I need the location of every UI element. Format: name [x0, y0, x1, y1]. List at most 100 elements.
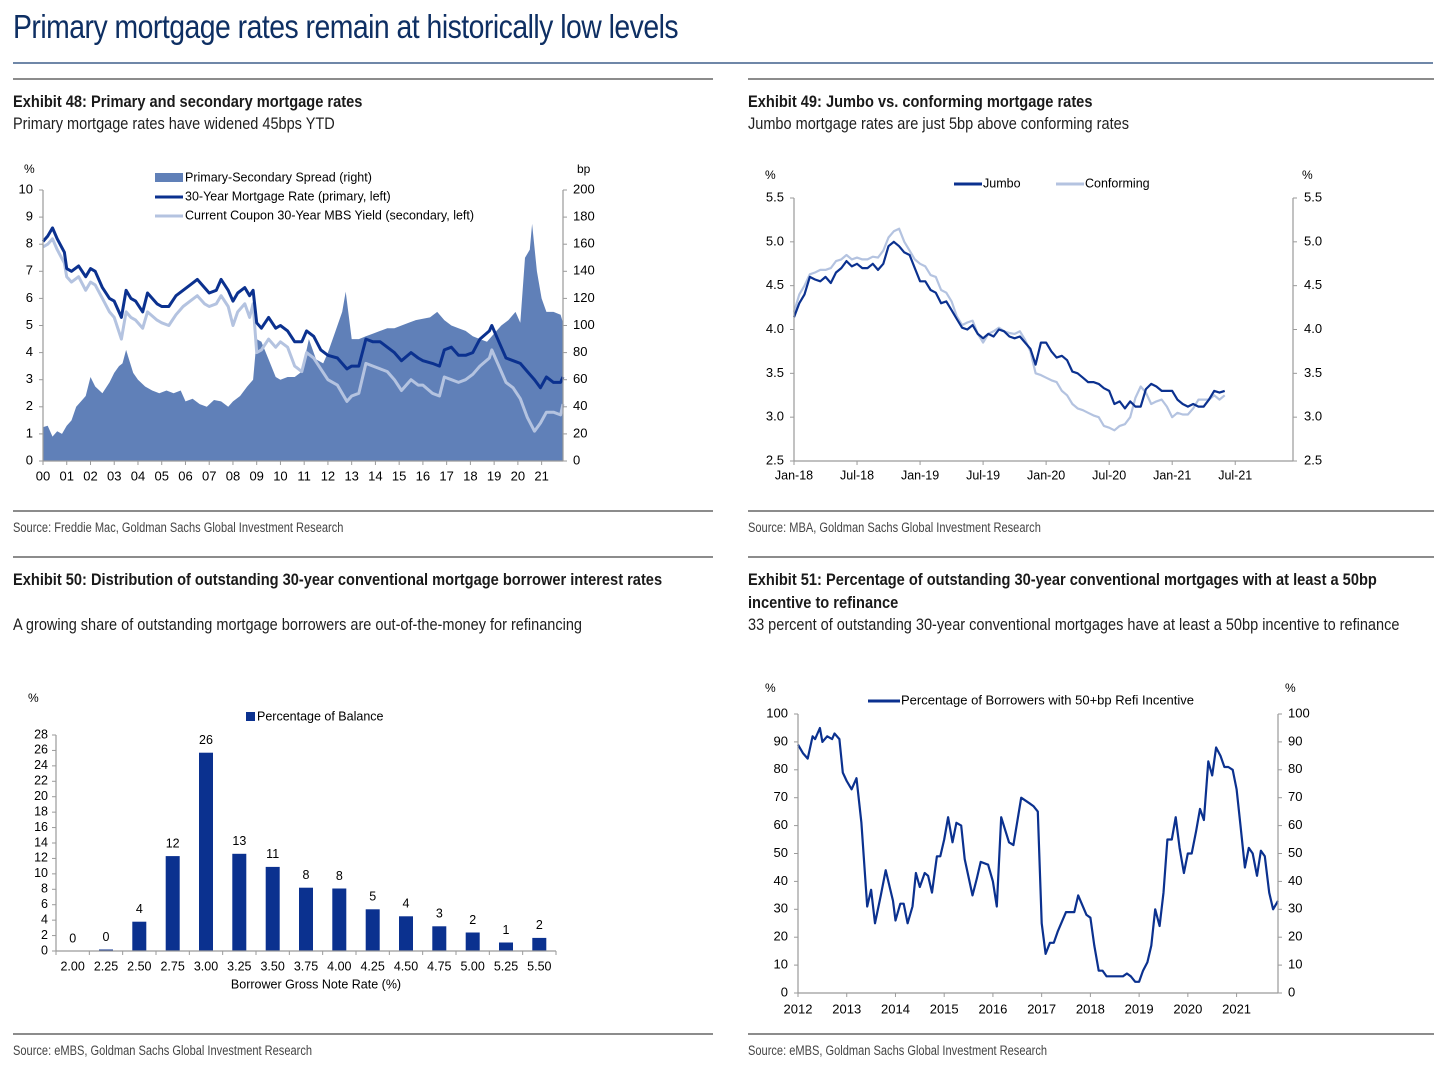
ex51-refi-incentive-line — [797, 726, 1279, 983]
ex50-x-tick-label: 5.25 — [494, 959, 518, 973]
ex48-x-tick-label: 11 — [297, 468, 311, 483]
ex50-bar — [399, 916, 413, 951]
panel-divider-ex50-bottom — [13, 1033, 713, 1035]
ex50-y-tick-label: 16 — [34, 820, 48, 834]
panel-divider-ex51-top — [748, 556, 1434, 558]
ex48-x-tick-label: 07 — [202, 468, 216, 483]
ex51-legend-label: Percentage of Borrowers with 50+bp Refi … — [901, 692, 1194, 707]
ex48-left-tick-label: 6 — [26, 290, 33, 305]
ex48-x-tick-label: 17 — [439, 468, 453, 483]
ex50-y-unit: % — [28, 691, 39, 705]
panel-divider-ex48-top — [13, 78, 713, 80]
ex50-x-tick-label: 3.75 — [294, 959, 318, 973]
ex51-left-tick-label: 50 — [774, 845, 788, 860]
ex51-left-tick-label: 60 — [774, 817, 788, 832]
ex51-left-tick-label: 80 — [774, 761, 788, 776]
ex50-bar — [165, 856, 180, 951]
ex49-legend-label-jumbo: Jumbo — [983, 176, 1021, 190]
ex48-left-tick-label: 9 — [26, 209, 33, 224]
ex48-legend-label-secondary: Current Coupon 30-Year MBS Yield (second… — [185, 208, 474, 222]
ex49-left-tick-label: 3.5 — [766, 365, 784, 380]
ex48-x-tick-label: 19 — [487, 468, 501, 483]
ex50-y-tick-label: 24 — [34, 758, 48, 772]
ex48-x-tick-label: 01 — [60, 468, 74, 483]
ex50-legend-label: Percentage of Balance — [257, 709, 384, 723]
ex49-right-tick-label: 5.0 — [1304, 233, 1322, 248]
ex51-left-tick-label: 40 — [774, 873, 788, 888]
ex51-x-tick-label: 2012 — [784, 1001, 813, 1016]
ex48-x-tick-label: 00 — [36, 468, 50, 483]
ex51-left-tick-label: 10 — [774, 957, 788, 972]
ex50-x-tick-label: 4.75 — [427, 959, 451, 973]
ex50-data-label: 2 — [536, 918, 543, 932]
ex48-right-tick-label: 100 — [573, 317, 595, 332]
ex50-x-tick-label: 2.00 — [60, 959, 84, 973]
ex48-left-tick-label: 0 — [26, 452, 33, 467]
ex51-left-tick-label: 20 — [774, 929, 788, 944]
ex50-data-label: 8 — [303, 868, 310, 882]
ex50-y-tick-label: 20 — [34, 789, 48, 803]
ex49-jumbo-line — [792, 240, 1226, 410]
ex48-legend-swatch-spread — [155, 173, 183, 182]
ex51-right-tick-label: 0 — [1288, 984, 1295, 999]
ex50-data-label: 12 — [166, 836, 180, 850]
ex50-x-tick-label: 5.50 — [527, 959, 551, 973]
ex49-right-tick-label: 3.0 — [1304, 409, 1322, 424]
ex49-right-tick-label: 4.5 — [1304, 277, 1322, 292]
ex51-left-unit: % — [765, 681, 776, 695]
ex49-x-tick-label: Jul-18 — [840, 468, 874, 482]
ex50-x-tick-label: 2.25 — [94, 959, 118, 973]
ex50-y-tick-label: 4 — [41, 912, 48, 926]
ex48-left-tick-label: 4 — [26, 344, 33, 359]
ex48-x-tick-label: 08 — [226, 468, 240, 483]
ex48-x-tick-label: 21 — [534, 468, 548, 483]
ex50-data-label: 5 — [369, 890, 376, 904]
ex49-x-tick-label: Jan-21 — [1153, 468, 1191, 482]
ex51-x-tick-label: 2020 — [1173, 1001, 1202, 1016]
ex51-x-tick-label: 2015 — [930, 1001, 959, 1016]
ex49-right-tick-label: 5.5 — [1304, 189, 1322, 204]
ex50-data-label: 4 — [403, 897, 410, 911]
ex51-x-tick-label: 2021 — [1222, 1001, 1251, 1016]
ex48-legend-label-primary: 30-Year Mortgage Rate (primary, left) — [185, 189, 391, 203]
ex48-x-tick-label: 18 — [463, 468, 477, 483]
ex50-bar — [332, 888, 347, 951]
ex51-x-tick-label: 2013 — [832, 1001, 861, 1016]
ex48-x-tick-label: 15 — [392, 468, 406, 483]
ex50-data-label: 4 — [136, 902, 143, 916]
ex48-x-tick-label: 13 — [344, 468, 358, 483]
exhibit-49-subtitle: Jumbo mortgage rates are just 5bp above … — [748, 115, 1129, 133]
ex50-data-label: 11 — [266, 847, 279, 861]
ex49-right-tick-label: 4.0 — [1304, 321, 1322, 336]
ex48-x-tick-label: 04 — [131, 468, 145, 483]
ex48-left-tick-label: 2 — [26, 398, 33, 413]
ex48-left-tick-label: 1 — [26, 425, 33, 440]
ex48-mbs-yield-line — [42, 237, 565, 433]
ex50-x-tick-label: 4.50 — [394, 959, 418, 973]
ex49-left-tick-label: 5.5 — [766, 189, 784, 204]
panel-divider-ex50-top — [13, 556, 713, 558]
ex49-left-tick-label: 5.0 — [766, 233, 784, 248]
panel-divider-ex51-bottom — [748, 1033, 1434, 1035]
ex48-x-tick-label: 14 — [368, 468, 382, 483]
ex50-y-tick-label: 22 — [34, 774, 48, 788]
ex51-right-tick-label: 20 — [1288, 929, 1302, 944]
ex49-x-tick-label: Jan-18 — [775, 468, 813, 482]
ex50-data-label: 0 — [103, 930, 110, 944]
ex49-x-tick-label: Jul-21 — [1218, 468, 1252, 482]
ex51-left-tick-label: 70 — [774, 789, 788, 804]
ex48-right-tick-label: 180 — [573, 209, 595, 224]
ex49-left-tick-label: 3.0 — [766, 409, 784, 424]
ex48-left-tick-label: 5 — [26, 317, 33, 332]
page-title: Primary mortgage rates remain at histori… — [13, 8, 679, 45]
ex49-left-tick-label: 4.5 — [766, 277, 784, 292]
ex50-bar — [99, 949, 113, 951]
ex49-left-tick-label: 2.5 — [766, 452, 784, 467]
ex49-x-tick-label: Jul-19 — [966, 468, 1000, 482]
ex49-right-tick-label: 3.5 — [1304, 365, 1322, 380]
ex50-data-label: 3 — [436, 907, 443, 921]
ex50-data-label: 13 — [232, 834, 246, 848]
ex50-y-tick-label: 10 — [34, 866, 48, 880]
ex51-x-tick-label: 2014 — [881, 1001, 910, 1016]
ex48-legend-label-spread: Primary-Secondary Spread (right) — [185, 170, 372, 184]
